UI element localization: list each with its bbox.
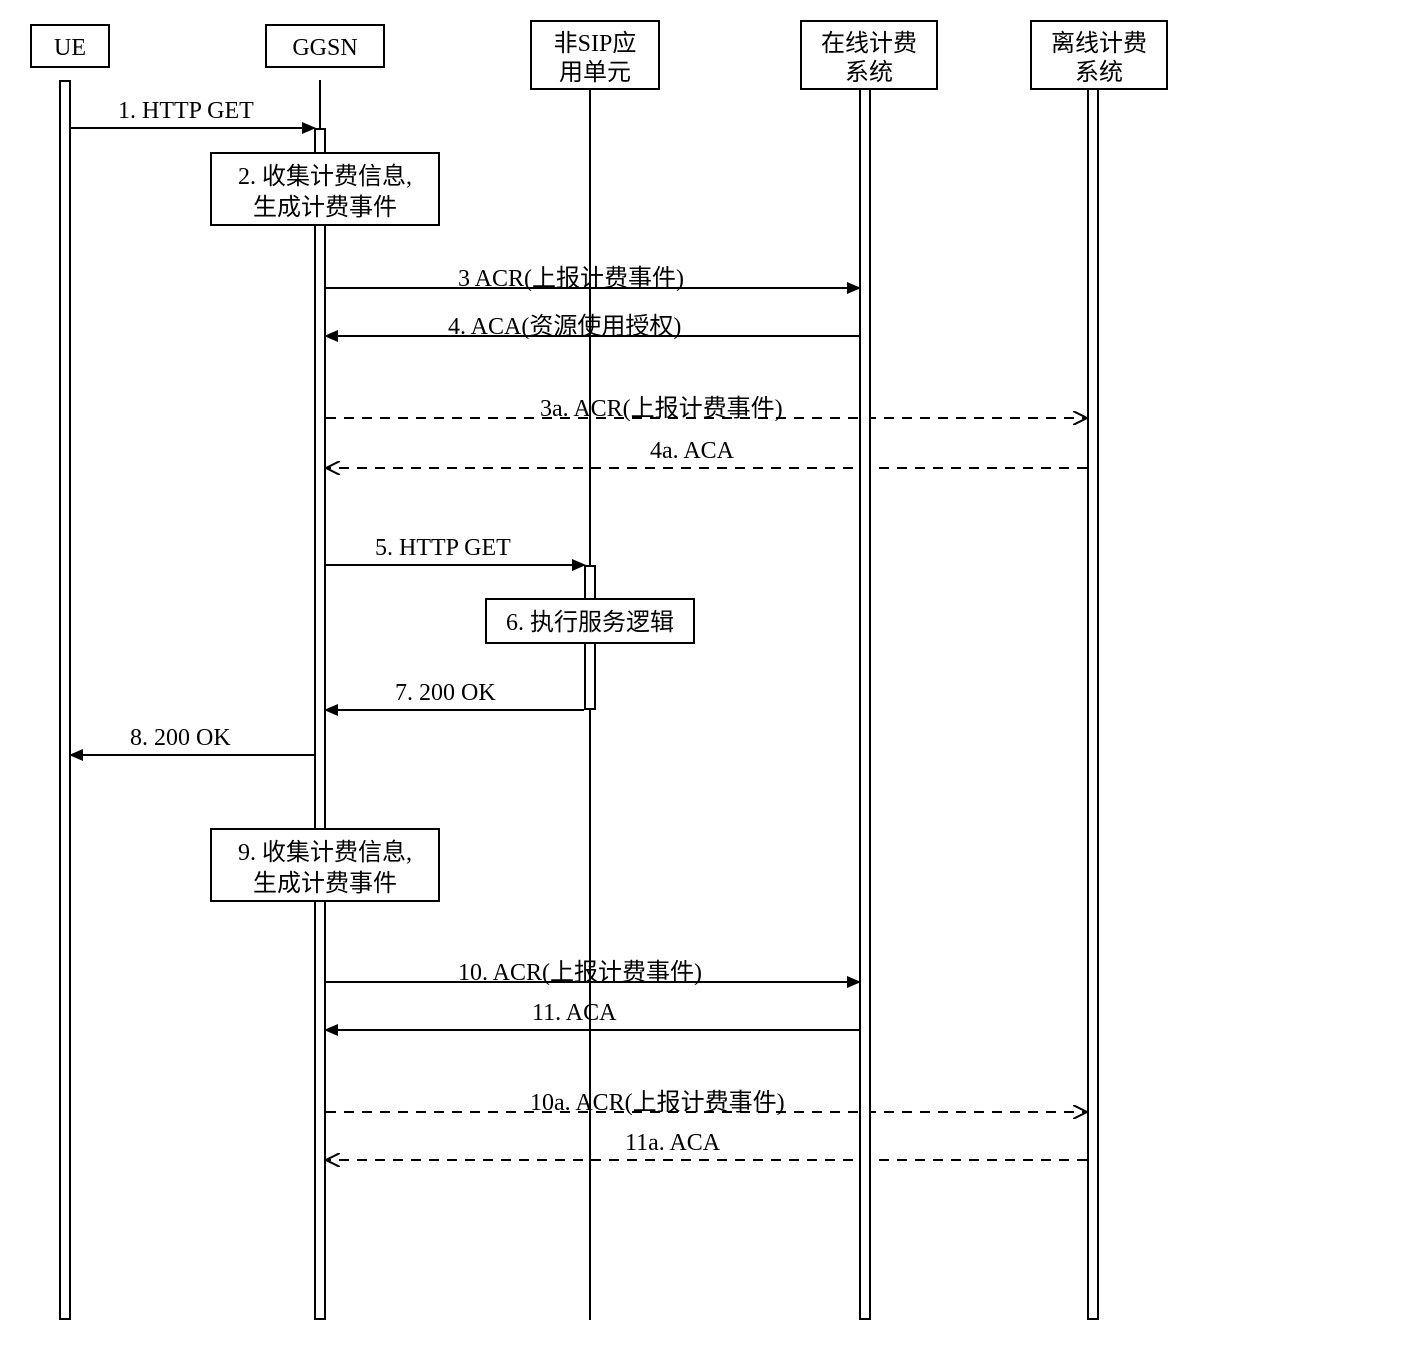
note-line: 9. 收集计费信息, — [222, 838, 428, 869]
participant-label: GGSN — [273, 34, 377, 63]
message-label-m3a: 3a. ACR(上报计费事件) — [540, 388, 783, 423]
note-line: 生成计费事件 — [222, 869, 428, 900]
participant-label: 系统 — [1038, 59, 1160, 88]
participant-label: 离线计费 — [1038, 30, 1160, 59]
participant-label: 在线计费 — [808, 30, 930, 59]
note-line: 6. 执行服务逻辑 — [497, 608, 683, 639]
message-label-m1: 1. HTTP GET — [118, 98, 254, 125]
message-label-m4a: 4a. ACA — [650, 438, 734, 465]
message-label-m5: 5. HTTP GET — [375, 535, 511, 562]
participant-offline: 离线计费系统 — [1030, 20, 1168, 90]
message-label-m10a: 10a. ACR(上报计费事件) — [530, 1082, 785, 1117]
activation-offline — [1087, 80, 1099, 1320]
note-line: 2. 收集计费信息, — [222, 162, 428, 193]
participant-label: 用单元 — [538, 59, 652, 88]
message-label-m4: 4. ACA(资源使用授权) — [448, 306, 681, 341]
participant-label: 非SIP应 — [538, 30, 652, 59]
participant-online: 在线计费系统 — [800, 20, 938, 90]
note-n6: 6. 执行服务逻辑 — [485, 598, 695, 644]
participant-nonsip: 非SIP应用单元 — [530, 20, 660, 90]
message-label-m8: 8. 200 OK — [130, 725, 231, 752]
participant-label: 系统 — [808, 59, 930, 88]
note-n2: 2. 收集计费信息,生成计费事件 — [210, 152, 440, 226]
message-label-m7: 7. 200 OK — [395, 680, 496, 707]
message-label-m11a: 11a. ACA — [625, 1130, 720, 1157]
activation-ggsn — [314, 128, 326, 1320]
note-line: 生成计费事件 — [222, 193, 428, 224]
note-n9: 9. 收集计费信息,生成计费事件 — [210, 828, 440, 902]
message-label-m11: 11. ACA — [532, 1000, 616, 1027]
participant-ue: UE — [30, 24, 110, 68]
activation-ue — [59, 80, 71, 1320]
message-label-m10: 10. ACR(上报计费事件) — [458, 952, 702, 987]
participant-ggsn: GGSN — [265, 24, 385, 68]
message-label-m3: 3 ACR(上报计费事件) — [458, 258, 684, 293]
activation-online — [859, 80, 871, 1320]
participant-label: UE — [38, 34, 102, 63]
